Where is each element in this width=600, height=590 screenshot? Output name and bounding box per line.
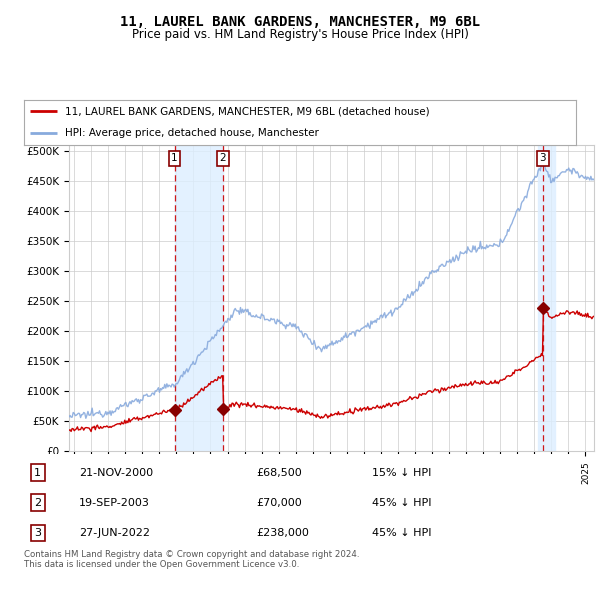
Text: 11, LAUREL BANK GARDENS, MANCHESTER, M9 6BL (detached house): 11, LAUREL BANK GARDENS, MANCHESTER, M9 … [65, 106, 430, 116]
Bar [538, 145, 554, 451]
Text: Contains HM Land Registry data © Crown copyright and database right 2024.
This d: Contains HM Land Registry data © Crown c… [24, 550, 359, 569]
Text: 1: 1 [171, 153, 178, 163]
Text: 3: 3 [34, 528, 41, 538]
Text: £68,500: £68,500 [256, 468, 302, 477]
Text: 15% ↓ HPI: 15% ↓ HPI [372, 468, 431, 477]
Text: 27-JUN-2022: 27-JUN-2022 [79, 528, 150, 538]
Text: 1: 1 [34, 468, 41, 477]
Text: £70,000: £70,000 [256, 498, 302, 508]
Text: 11, LAUREL BANK GARDENS, MANCHESTER, M9 6BL: 11, LAUREL BANK GARDENS, MANCHESTER, M9 … [120, 15, 480, 29]
Text: HPI: Average price, detached house, Manchester: HPI: Average price, detached house, Manc… [65, 129, 319, 139]
Text: 2: 2 [34, 498, 41, 508]
Text: Price paid vs. HM Land Registry's House Price Index (HPI): Price paid vs. HM Land Registry's House … [131, 28, 469, 41]
Text: 45% ↓ HPI: 45% ↓ HPI [372, 498, 431, 508]
Text: 21-NOV-2000: 21-NOV-2000 [79, 468, 154, 477]
Text: 3: 3 [539, 153, 546, 163]
Text: 19-SEP-2003: 19-SEP-2003 [79, 498, 150, 508]
Text: 45% ↓ HPI: 45% ↓ HPI [372, 528, 431, 538]
Text: 2: 2 [220, 153, 226, 163]
Text: £238,000: £238,000 [256, 528, 309, 538]
Bar [175, 145, 223, 451]
